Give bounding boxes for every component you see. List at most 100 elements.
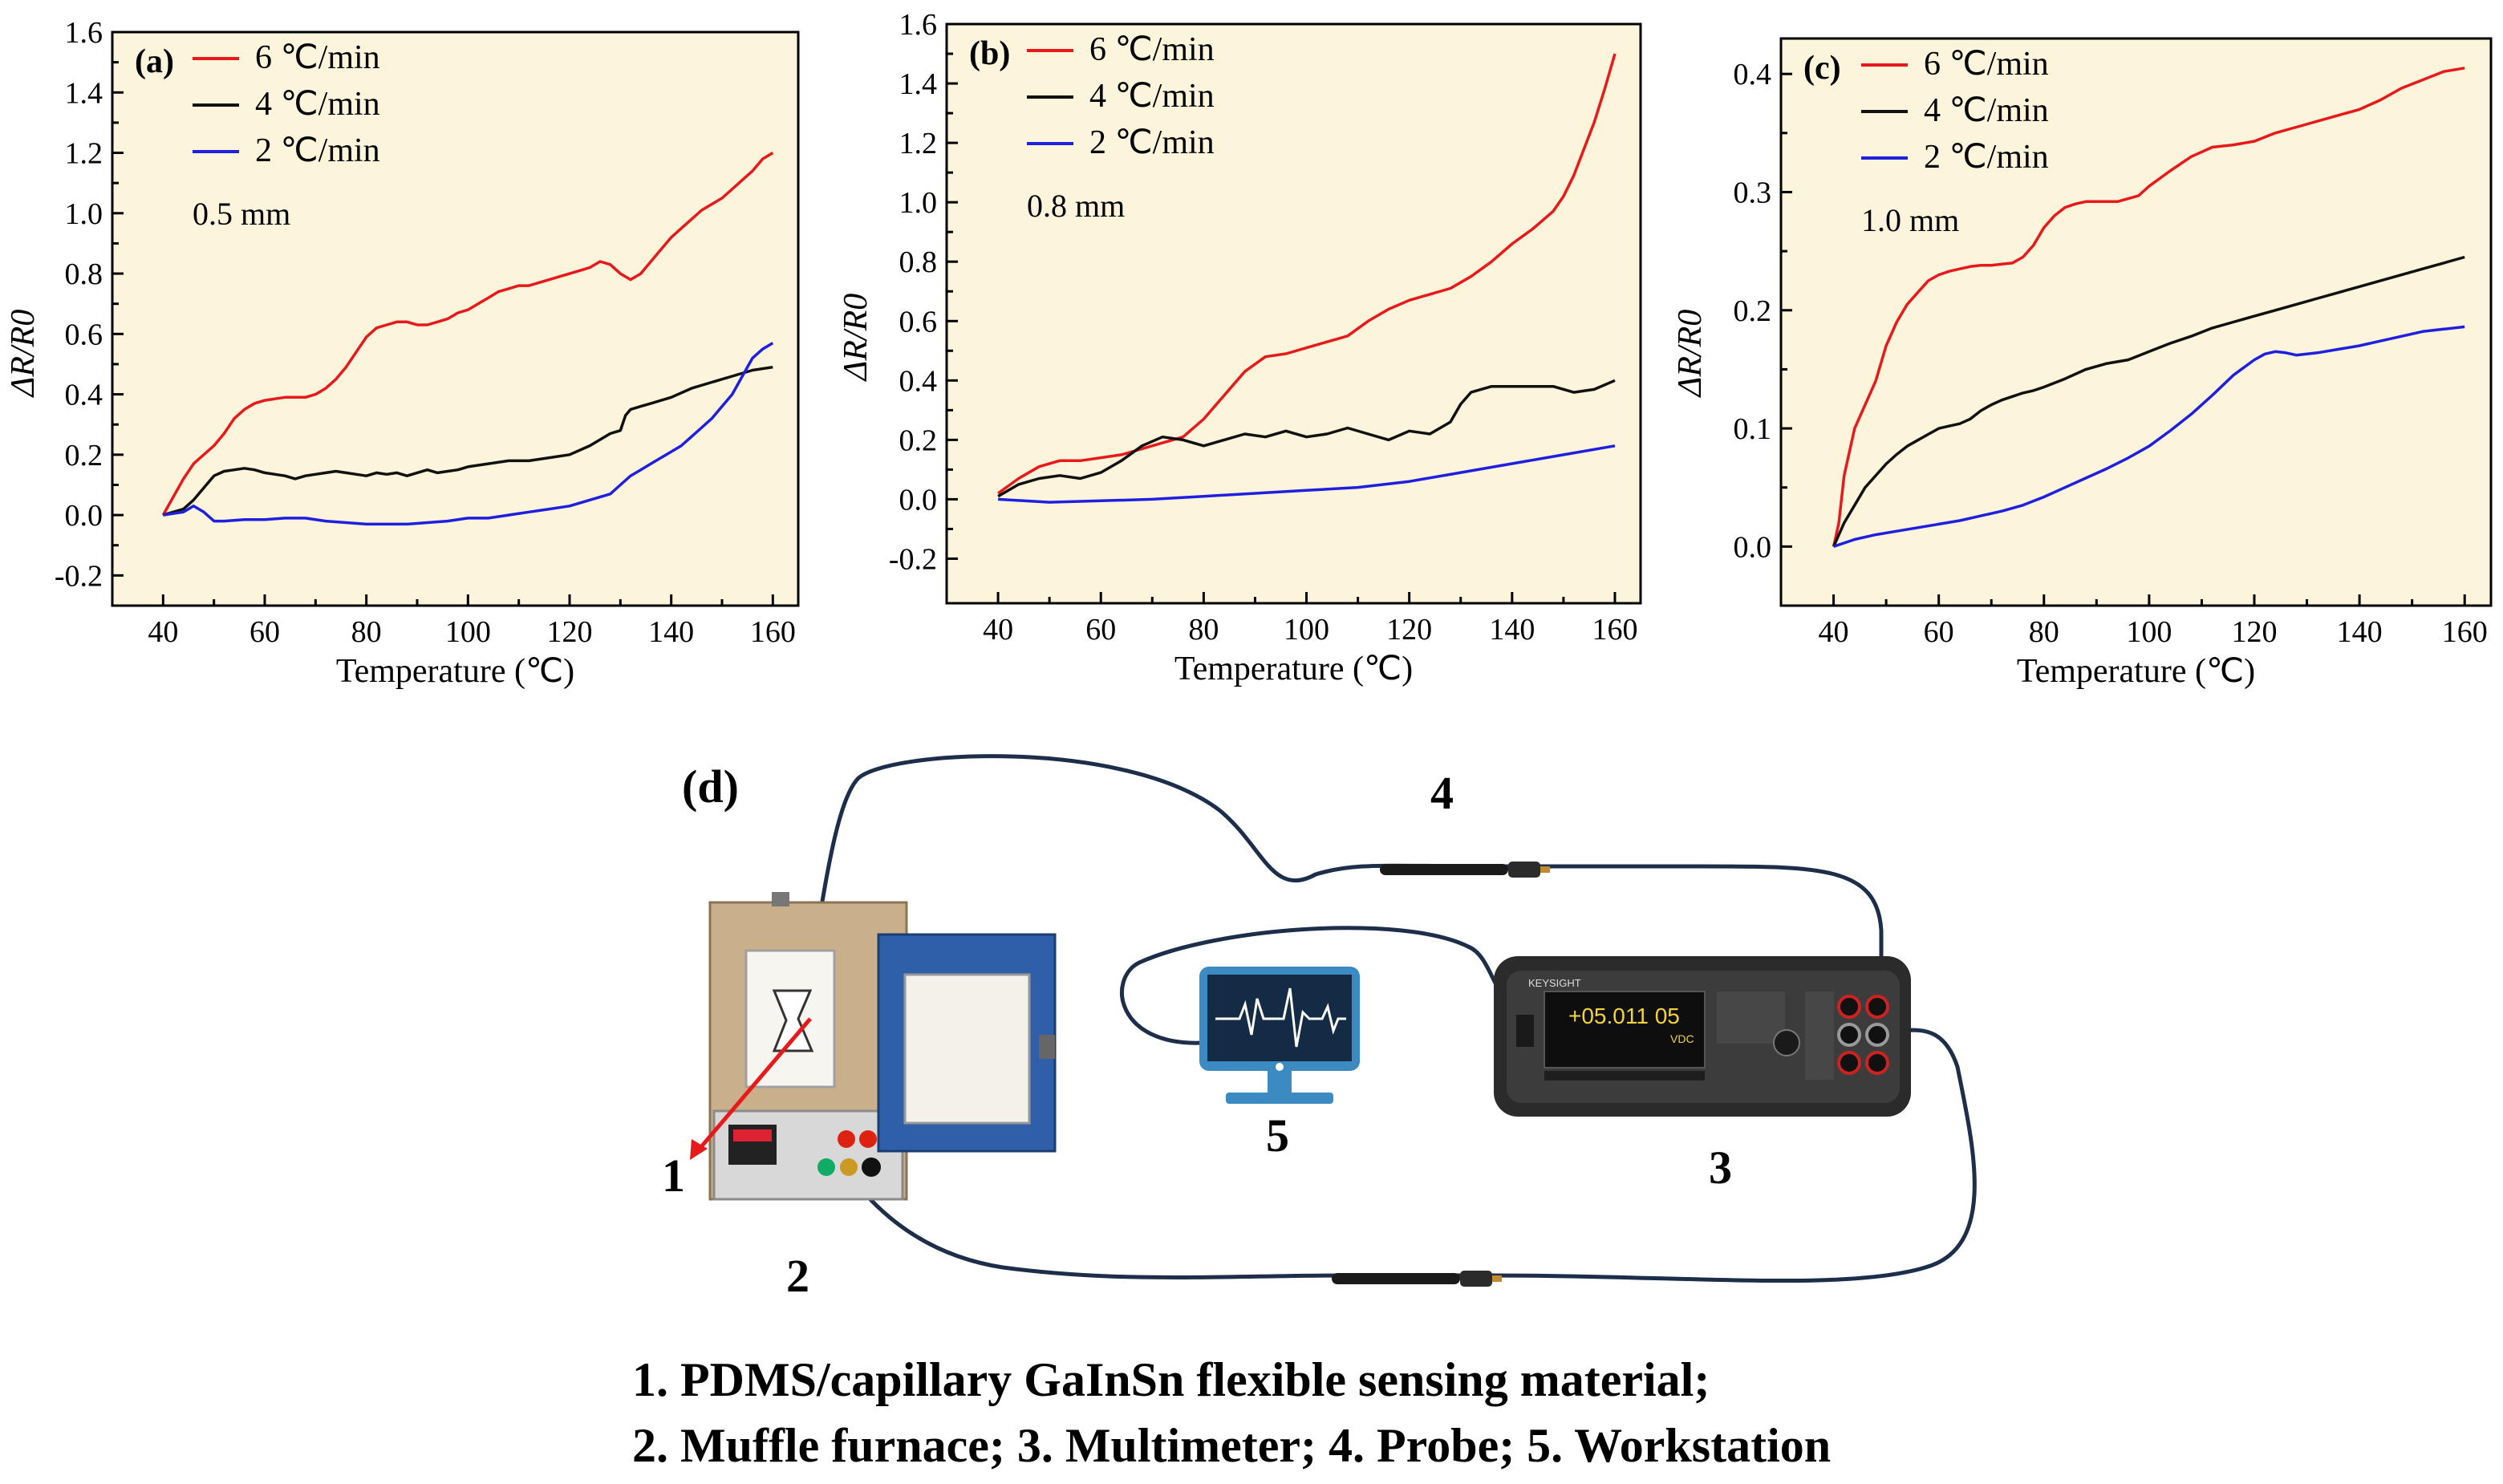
y-tick-label: 1.6 xyxy=(65,16,103,50)
x-tick-label: 160 xyxy=(2442,615,2488,649)
x-tick-label: 100 xyxy=(1284,613,1329,647)
label-muffle-furnace: 2 xyxy=(786,1250,809,1302)
legend-label: 6 ℃/min xyxy=(255,39,380,76)
legend-label: 2 ℃/min xyxy=(1089,124,1215,161)
y-tick-label: 0.4 xyxy=(65,379,103,412)
y-tick-label: 0.0 xyxy=(899,483,938,517)
thickness-annotation: 1.0 mm xyxy=(1861,202,1959,238)
x-tick-label: 140 xyxy=(2337,615,2383,649)
y-tick-label: 0.4 xyxy=(899,364,938,398)
plot-background xyxy=(947,24,1641,603)
legend-label: 4 ℃/min xyxy=(1924,92,2049,129)
legend-label: 2 ℃/min xyxy=(1924,139,2049,176)
caption-line-1: 1. PDMS/capillary GaInSn flexible sensin… xyxy=(632,1353,1710,1406)
multimeter: KEYSIGHT +05.011 05 VDC xyxy=(1494,956,1911,1117)
probe-top xyxy=(1380,862,1550,878)
series-line-2 xyxy=(162,365,773,517)
x-tick-label: 40 xyxy=(983,613,1013,647)
y-tick-label: 0.2 xyxy=(899,424,938,457)
y-tick-label: 0.3 xyxy=(1734,176,1772,209)
waveform-icon xyxy=(1215,987,1346,1048)
series-line-1 xyxy=(1832,67,2465,547)
x-tick-label: 40 xyxy=(148,615,178,649)
series-line-3 xyxy=(1833,325,2465,549)
y-tick-label: 1.0 xyxy=(899,186,938,220)
x-tick-label: 40 xyxy=(1819,615,1849,649)
multimeter-unit: VDC xyxy=(1670,1032,1694,1045)
x-tick-label: 120 xyxy=(2232,615,2278,649)
label-sensing-material: 1 xyxy=(662,1149,685,1202)
legend-label: 4 ℃/min xyxy=(255,86,380,123)
y-tick-label: 0.1 xyxy=(1734,412,1772,446)
series-line-2 xyxy=(997,379,1616,498)
y-tick-label: 0.2 xyxy=(1734,294,1772,328)
panel-label: (c) xyxy=(1803,50,1841,87)
y-tick-label: 1.2 xyxy=(899,127,938,160)
probe-bottom xyxy=(1332,1271,1502,1287)
panel-label-d: (d) xyxy=(682,760,739,813)
cable-bottom xyxy=(808,1028,1977,1283)
x-tick-label: 160 xyxy=(1592,613,1637,647)
cable-top xyxy=(804,754,1884,999)
y-tick-label: 0.6 xyxy=(899,305,938,339)
charts-group: 40 60 80 100 120 140 160 -0.2 0.0 0.2 0.4 0.6 0.8 1.0… xyxy=(5,8,2493,690)
x-tick-label: 80 xyxy=(351,615,382,649)
y-tick-label: -0.2 xyxy=(55,559,103,593)
x-axis-title: Temperature (℃) xyxy=(336,653,574,690)
muffle-furnace xyxy=(690,892,1057,1201)
y-tick-label: 1.0 xyxy=(65,197,103,231)
x-tick-label: 80 xyxy=(1188,613,1219,647)
y-tick-label: -0.2 xyxy=(889,542,937,576)
series-line-1 xyxy=(997,53,1617,495)
y-axis-title: ΔR/R0 xyxy=(1672,310,1709,399)
chart-panel-1: 40 60 80 100 120 140 160 -0.2 0.0 0.2 0.4 0.6 0.8 1.0… xyxy=(5,16,800,690)
plot-background xyxy=(112,32,798,606)
x-tick-label: 120 xyxy=(1386,613,1432,647)
plot-frame xyxy=(1779,37,2493,607)
x-tick-label: 160 xyxy=(750,615,796,649)
legend-label: 6 ℃/min xyxy=(1924,46,2049,83)
y-tick-label: 0.0 xyxy=(65,499,103,533)
y-tick-label: 1.4 xyxy=(899,67,938,101)
legend-label: 6 ℃/min xyxy=(1089,31,1215,68)
series-line-1 xyxy=(161,152,774,516)
x-axis-title: Temperature (℃) xyxy=(1174,651,1413,687)
chart-panel-3: 40 60 80 100 120 140 160 0.0 0.1 0.2 0.3 0.4 (c) 6 ℃/… xyxy=(1672,37,2493,690)
y-axis-title: ΔR/R0 xyxy=(838,294,874,383)
plot-background xyxy=(1781,39,2491,606)
y-tick-label: 0.4 xyxy=(1734,58,1772,91)
y-tick-label: 1.2 xyxy=(65,137,103,171)
chart-panel-2: 40 60 80 100 120 140 160 -0.2 0.0 0.2 0.4 0.6 0.8 1.0… xyxy=(838,8,1642,687)
thickness-annotation: 0.8 mm xyxy=(1027,188,1125,224)
x-tick-label: 80 xyxy=(2029,615,2059,649)
panel-label: (b) xyxy=(969,35,1010,72)
workstation-monitor xyxy=(1199,967,1360,1104)
series-line-3 xyxy=(163,342,774,526)
label-multimeter: 3 xyxy=(1709,1141,1732,1194)
legend-label: 2 ℃/min xyxy=(255,132,380,169)
label-probe: 4 xyxy=(1430,767,1454,819)
x-axis-title: Temperature (℃) xyxy=(2017,653,2255,690)
panel-label: (a) xyxy=(135,43,174,80)
multimeter-reading: +05.011 05 xyxy=(1568,1004,1680,1028)
cable-workstation xyxy=(1120,926,1510,1045)
x-tick-label: 60 xyxy=(1085,613,1116,647)
y-tick-label: 1.4 xyxy=(65,76,103,110)
series-line-2 xyxy=(1832,255,2465,548)
plot-frame xyxy=(111,30,800,607)
x-tick-label: 120 xyxy=(547,615,593,649)
x-tick-label: 140 xyxy=(1489,613,1535,647)
y-axis-title: ΔR/R0 xyxy=(5,310,42,399)
y-tick-label: 0.8 xyxy=(899,245,938,279)
setup-diagram: (d) 4 xyxy=(632,754,1977,1472)
x-tick-label: 60 xyxy=(1924,615,1954,649)
y-tick-label: 0.8 xyxy=(65,257,103,291)
y-tick-label: 0.2 xyxy=(65,439,103,472)
x-tick-label: 100 xyxy=(2126,615,2172,649)
y-tick-label: 0.0 xyxy=(1734,530,1772,564)
y-tick-label: 1.6 xyxy=(899,8,938,42)
multimeter-brand: KEYSIGHT xyxy=(1528,977,1581,989)
x-tick-label: 100 xyxy=(445,615,491,649)
caption-line-2: 2. Muffle furnace; 3. Multimeter; 4. Pro… xyxy=(632,1419,1831,1472)
